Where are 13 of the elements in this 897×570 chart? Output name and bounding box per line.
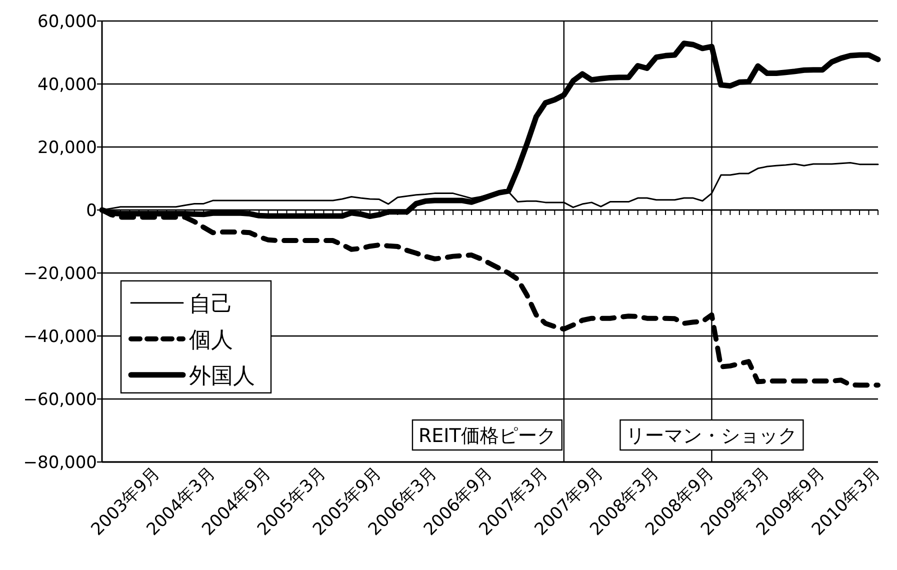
legend-label: 自己 (189, 292, 233, 317)
legend-label: 個人 (189, 328, 233, 353)
ref-line-label: REIT価格ピーク (418, 425, 556, 447)
y-tick-label: 0 (86, 201, 97, 221)
y-tick-label: 40,000 (38, 75, 97, 95)
y-tick-label: 60,000 (38, 12, 97, 32)
y-tick-label: −60,000 (23, 390, 97, 410)
legend-label: 外国人 (189, 364, 255, 389)
ref-line-label: リーマン・ショック (626, 425, 798, 447)
y-tick-label: −80,000 (23, 453, 97, 473)
y-tick-label: 20,000 (38, 138, 97, 158)
y-tick-label: −40,000 (23, 327, 97, 347)
y-tick-label: −20,000 (23, 264, 97, 284)
